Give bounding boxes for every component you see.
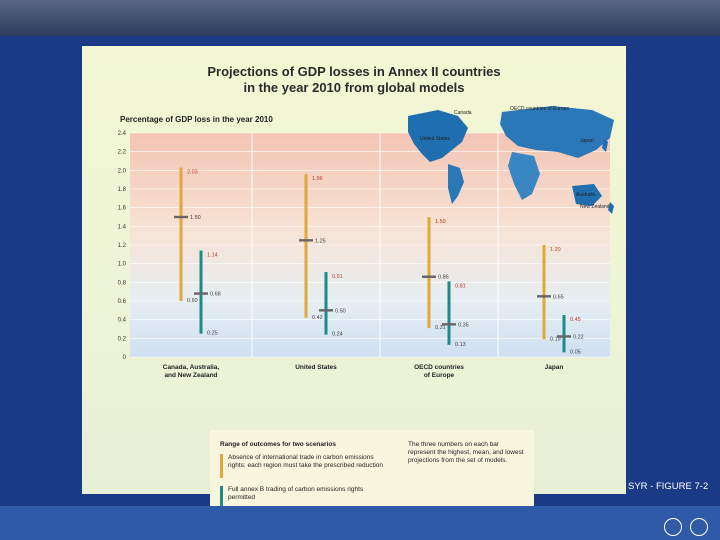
chart-svg: 2.4 2.2 2.0 1.8 1.6 1.4 1.2 1.0 0.8 0.6 0.4 0.2 0 Ca… (118, 106, 614, 379)
mean-marker (174, 215, 188, 219)
category-label: Canada, Australia, and New Zealand (163, 364, 220, 379)
legend-swatch-no-trade (220, 454, 223, 478)
map-label: United States (420, 136, 451, 142)
y-tick-label: 1.2 (118, 243, 127, 249)
map-label: New Zealand (580, 204, 610, 210)
top-bar (0, 0, 720, 36)
mean-marker (442, 323, 456, 326)
mean-value-label: 0.65 (553, 294, 564, 300)
low-value-label: 0.42 (312, 315, 323, 321)
low-value-label: 0.60 (187, 298, 198, 304)
y-tick-label: 0 (123, 355, 127, 361)
map-europe-asia (500, 106, 614, 158)
y-tick-label: 1.4 (118, 224, 127, 230)
mean-value-label: 0.50 (335, 308, 346, 314)
range-bar (304, 174, 308, 318)
range-bar (324, 272, 328, 335)
chart-title-line-2: in the year 2010 from global models (243, 80, 465, 95)
mean-value-label: 0.68 (210, 292, 221, 298)
low-value-label: 0.25 (207, 331, 218, 337)
y-tick-label: 1.6 (118, 206, 127, 212)
y-tick-label: 0.4 (118, 318, 127, 324)
y-tick-label: 1.8 (118, 187, 127, 193)
high-value-label: 1.96 (312, 176, 323, 182)
mean-marker (194, 292, 208, 295)
range-bar (199, 250, 203, 334)
high-value-label: 0.45 (570, 317, 581, 323)
mean-marker (319, 309, 333, 312)
y-tick-label: 1.0 (118, 262, 127, 268)
map-north-america (408, 110, 468, 162)
figure-panel: Projections of GDP losses in Annex II co… (82, 46, 626, 522)
map-new-zealand (608, 202, 614, 214)
y-tick-label: 2.0 (118, 168, 127, 174)
mean-value-label: 1.50 (190, 215, 201, 221)
unep-emblem-icon (690, 518, 708, 536)
mean-marker (537, 295, 551, 298)
mean-marker (299, 239, 313, 242)
range-bar (179, 167, 183, 301)
y-tick-label: 0.2 (118, 336, 127, 342)
map-japan (602, 138, 608, 152)
map-label: Japan (580, 138, 594, 144)
figure-label: SYR - FIGURE 7-2 (628, 481, 709, 492)
range-bar (562, 315, 566, 353)
low-value-label: 0.05 (570, 349, 581, 355)
legend-swatch-full-trade (220, 486, 223, 510)
legend-title: Range of outcomes for two scenarios (220, 441, 336, 448)
legend-item-no-trade: Absence of international trade in carbon… (228, 454, 384, 469)
mean-value-label: 0.35 (458, 322, 469, 328)
y-axis-label: Percentage of GDP loss in the year 2010 (120, 115, 273, 124)
wmo-emblem-icon (664, 518, 682, 536)
low-value-label: 0.19 (550, 336, 561, 342)
mean-marker (422, 275, 436, 278)
low-value-label: 0.13 (455, 342, 466, 348)
y-tick-label: 0.8 (118, 280, 127, 286)
map-australia (572, 184, 602, 206)
high-value-label: 1.14 (207, 253, 218, 259)
low-value-label: 0.31 (435, 325, 446, 331)
map-africa (508, 152, 540, 200)
map-south-america (448, 164, 464, 204)
mean-value-label: 0.86 (438, 275, 449, 281)
bottom-bar (0, 506, 720, 540)
category-label: OECD countries of Europe (414, 364, 464, 379)
y-tick-label: 2.2 (118, 150, 127, 156)
high-value-label: 2.03 (187, 170, 198, 176)
mean-value-label: 1.25 (315, 238, 326, 244)
low-value-label: 0.24 (332, 332, 343, 338)
category-label: United States (295, 364, 337, 371)
y-tick-label: 0.6 (118, 299, 127, 305)
legend-note: The three numbers on each bar represent … (408, 441, 524, 464)
legend-item-full-trade: Full annex B trading of carbon emissions… (228, 486, 364, 501)
high-value-label: 0.91 (332, 274, 343, 280)
mean-marker (557, 335, 571, 338)
range-bar (542, 245, 546, 340)
map-label: OECD countries of Europe (510, 106, 569, 112)
y-tick-label: 2.4 (118, 131, 127, 137)
high-value-label: 1.50 (435, 219, 446, 225)
range-bar (427, 217, 431, 329)
high-value-label: 1.20 (550, 247, 561, 253)
map-label: Australia (576, 192, 596, 198)
mean-value-label: 0.22 (573, 334, 584, 340)
range-bar (447, 281, 451, 345)
category-label: Japan (545, 364, 564, 371)
world-map (408, 106, 614, 214)
high-value-label: 0.81 (455, 283, 466, 289)
chart-title-line-1: Projections of GDP losses in Annex II co… (207, 64, 501, 79)
map-label: Canada (454, 110, 472, 116)
